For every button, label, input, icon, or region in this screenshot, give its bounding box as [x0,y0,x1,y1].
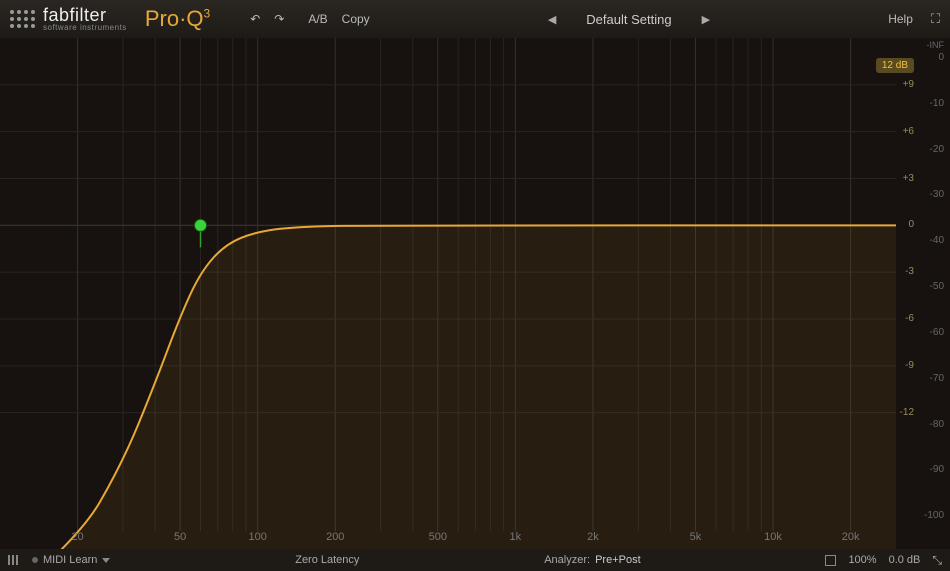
undo-redo-group: ↶ ↷ [250,12,284,26]
gain-tick-label: -12 [900,407,914,418]
gain-tick-label: -3 [905,266,914,277]
freq-axis-labels: 20 50 100 200 500 1k 2k 5k 10k 20k [0,531,900,545]
analyzer-scale: -INF 0 -10 -20 -30 -40 -50 -60 -70 -80 -90 -100 [922,38,948,531]
processing-mode-button[interactable]: Zero Latency [295,554,359,566]
brand-name: fabfilter [43,6,127,24]
freq-tick-label: 500 [429,531,447,543]
analyzer-mode: Pre+Post [595,554,641,566]
ab-copy-group: A/B Copy [308,12,369,26]
preset-navigator: ◀ Default Setting ▶ [370,12,889,27]
freq-tick-label: 20 [71,531,83,543]
eq-graph[interactable]: 20501002005001k2k5k10k20k +9+6+30-3-6-9-… [0,38,950,549]
preset-name[interactable]: Default Setting [586,12,671,27]
logo-text: fabfilter software instruments [43,6,127,32]
gain-tick-label: +9 [903,79,914,90]
freq-tick-label: 2k [587,531,599,543]
help-area: Help ⛶ [888,11,940,27]
gain-tick-label: +3 [903,173,914,184]
product-name: Pro·Q3 [145,6,210,32]
bottom-toolbar: MIDI Learn Zero Latency Analyzer: Pre+Po… [0,549,950,571]
bands-icon[interactable] [8,555,18,565]
top-toolbar: fabfilter software instruments Pro·Q3 ↶ … [0,0,950,38]
analyzer-tick-label: -INF [927,40,945,50]
chevron-down-icon [102,558,110,563]
analyzer-tick-label: -10 [930,98,944,109]
analyzer-settings-button[interactable]: Analyzer: Pre+Post [544,554,640,566]
analyzer-tick-label: -40 [930,235,944,246]
midi-learn-button[interactable]: MIDI Learn [32,554,110,566]
analyzer-tick-label: -80 [930,419,944,430]
gain-tick-label: -9 [905,360,914,371]
midi-dot-icon [32,557,38,563]
fullscreen-icon[interactable]: ⛶ [931,11,940,27]
analyzer-tick-label: -100 [924,510,944,521]
grid [0,38,950,549]
analyzer-tick-label: -50 [930,281,944,292]
preset-next-button[interactable]: ▶ [702,13,710,26]
analyzer-label: Analyzer: [544,554,590,566]
logo: fabfilter software instruments Pro·Q3 [10,6,210,32]
freq-tick-label: 20k [842,531,860,543]
redo-button[interactable]: ↷ [274,12,284,26]
freq-tick-label: 50 [174,531,186,543]
analyzer-tick-label: -60 [930,327,944,338]
ab-button[interactable]: A/B [308,12,327,26]
gain-tick-label: 0 [908,219,914,230]
freq-tick-label: 100 [248,531,266,543]
analyzer-tick-label: -20 [930,144,944,155]
analyzer-tick-label: -30 [930,189,944,200]
analyzer-tick-label: -90 [930,464,944,475]
analyzer-tick-label: -70 [930,373,944,384]
freq-tick-label: 200 [326,531,344,543]
output-gain[interactable]: 0.0 dB [889,554,921,566]
help-button[interactable]: Help [888,12,913,26]
freq-tick-label: 10k [764,531,782,543]
preset-prev-button[interactable]: ◀ [548,13,556,26]
midi-learn-label: MIDI Learn [43,554,97,566]
copy-button[interactable]: Copy [342,12,370,26]
output-options-icon[interactable] [825,555,836,566]
zoom-button[interactable]: 100% [848,554,876,566]
gain-scale: +9 +6 +3 0 -3 -6 -9 -12 [890,38,920,531]
undo-button[interactable]: ↶ [250,12,260,26]
output-section: 100% 0.0 dB ⤡ [825,553,942,568]
freq-tick-label: 1k [510,531,522,543]
display-range-button[interactable]: 12 dB [876,58,914,73]
gain-tick-label: -6 [905,313,914,324]
logo-dots-icon [10,10,35,28]
resize-icon[interactable]: ⤡ [932,553,942,568]
gain-tick-label: +6 [903,126,914,137]
brand-tagline: software instruments [43,24,127,32]
analyzer-tick-label: 0 [938,52,944,63]
freq-tick-label: 5k [690,531,702,543]
